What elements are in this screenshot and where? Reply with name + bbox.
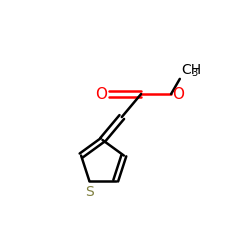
Text: S: S	[85, 185, 94, 199]
Text: O: O	[172, 86, 184, 102]
Text: O: O	[96, 86, 108, 102]
Text: 3: 3	[192, 68, 198, 78]
Text: CH: CH	[181, 63, 201, 77]
